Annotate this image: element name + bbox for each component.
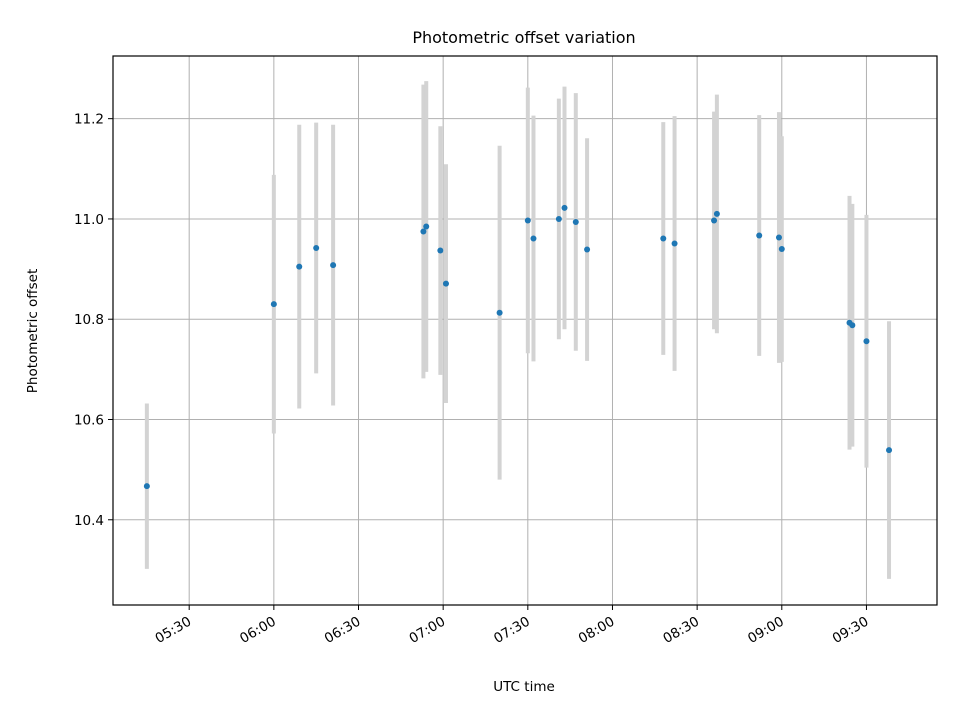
data-point [524, 217, 531, 224]
x-tick-label: 08:00 [576, 614, 618, 647]
data-point [849, 322, 856, 329]
data-point [330, 262, 337, 269]
data-point [572, 218, 579, 225]
y-tick-label: 10.4 [74, 513, 104, 529]
data-point [420, 228, 427, 235]
error-bars [144, 81, 892, 579]
data-point [296, 263, 303, 270]
plot-area-frame [112, 55, 938, 606]
data-point [886, 447, 893, 454]
x-tick-label: 08:30 [660, 614, 702, 647]
data-point [863, 338, 870, 345]
data-point [756, 232, 763, 239]
y-tick-label: 11.0 [74, 212, 104, 228]
data-point [530, 235, 537, 242]
y-tick-label: 10.8 [74, 312, 104, 328]
data-point [775, 234, 782, 241]
data-point [442, 280, 449, 287]
x-tick-label: 05:30 [152, 614, 194, 647]
x-tick-label: 07:00 [406, 614, 448, 647]
data-point [555, 215, 562, 222]
data-point [143, 483, 150, 490]
x-tick-label: 09:00 [745, 614, 787, 647]
y-axis-ticks: 10.4 10.6 10.8 11.0 11.2 [74, 112, 113, 529]
data-point [496, 309, 503, 316]
data-point [437, 247, 444, 254]
data-point [561, 204, 568, 211]
x-tick-label: 07:30 [491, 614, 533, 647]
data-point [313, 245, 320, 252]
data-points [143, 204, 893, 490]
x-axis-label: UTC time [493, 679, 555, 695]
y-axis-label: Photometric offset [25, 269, 41, 393]
x-axis-ticks: 05:30 06:00 06:30 07:00 07:30 08:00 08:30 09:00… [152, 605, 871, 647]
data-point [671, 240, 678, 247]
chart-title: Photometric offset variation [412, 28, 635, 47]
x-tick-label: 06:00 [237, 614, 279, 647]
data-point [423, 223, 430, 230]
data-point [713, 210, 720, 217]
y-tick-label: 10.6 [74, 412, 104, 428]
x-tick-label: 09:30 [830, 614, 872, 647]
data-point [711, 217, 718, 224]
data-point [584, 246, 591, 253]
y-tick-label: 11.2 [74, 112, 104, 128]
data-point [660, 235, 667, 242]
grid [113, 56, 937, 605]
data-point [778, 246, 785, 253]
x-tick-label: 06:30 [322, 614, 364, 647]
data-point [270, 301, 277, 308]
